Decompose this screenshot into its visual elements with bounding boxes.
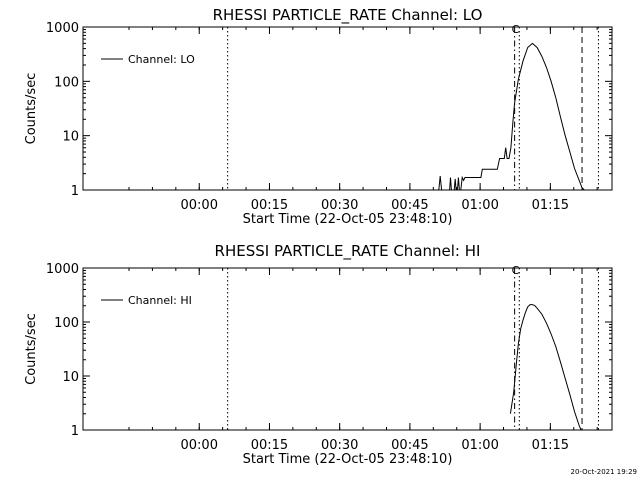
footer-timestamp: 20-Oct-2021 19:29 [571,468,637,476]
y-tick-label: 10 [62,130,79,145]
marker-label: C [512,23,520,36]
y-tick-label: 1000 [46,21,79,36]
y-tick-label: 10 [62,370,79,385]
x-tick-label: 01:00 [461,438,498,453]
x-tick-label: 00:30 [321,438,358,453]
chart-title: RHESSI PARTICLE_RATE Channel: HI [215,242,481,261]
y-axis-label: Counts/sec [24,73,39,145]
plot-frame [82,26,613,191]
panel-lo: RHESSI PARTICLE_RATE Channel: LO 1 10 100 10… [24,6,613,227]
series-line [509,304,582,431]
x-tick-label: 00:00 [181,198,218,213]
legend-label: Channel: LO [128,53,195,66]
x-tick-label: 00:30 [321,198,358,213]
y-tick-label: 1 [71,184,79,199]
x-tick-label: 00:45 [391,198,428,213]
y-tick-label: 100 [54,316,79,331]
x-tick-label: 01:00 [461,198,498,213]
x-tick-label: 00:15 [251,198,288,213]
series-line [438,42,585,191]
plot-frame [82,267,613,431]
x-tick-label: 01:15 [532,438,569,453]
y-axis-label: Counts/sec [24,313,39,385]
x-axis-label: Start Time (22-Oct-05 23:48:10) [243,212,453,227]
legend-label: Channel: HI [128,294,192,307]
marker-label: C [512,264,520,277]
y-tick-label: 1 [71,424,79,439]
x-tick-label: 00:15 [251,438,288,453]
chart-title: RHESSI PARTICLE_RATE Channel: LO [213,6,483,25]
y-tick-label: 1000 [46,262,79,277]
x-tick-label: 00:45 [391,438,428,453]
x-tick-label: 00:00 [181,438,218,453]
x-tick-label: 01:15 [532,198,569,213]
x-axis-label: Start Time (22-Oct-05 23:48:10) [243,452,453,467]
y-tick-label: 100 [54,75,79,90]
panel-hi: RHESSI PARTICLE_RATE Channel: HI 1 10 100 10… [24,242,613,467]
